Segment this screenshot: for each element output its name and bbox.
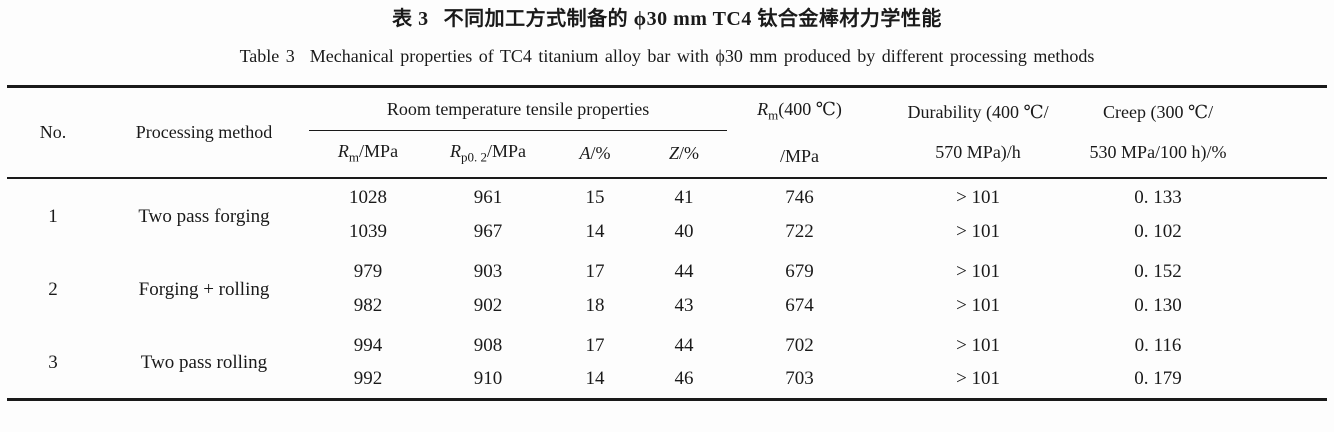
cell-creep: 0. 116 [1134,334,1182,356]
cell-z: 40 [674,220,694,242]
col-header-creep-line2: 530 MPa/100 h)/% [1089,142,1227,163]
cell-z: 44 [674,334,694,356]
cell-rm400: 722 [785,220,814,242]
cell-rm400: 746 [785,187,814,208]
cell-z: 43 [674,294,694,316]
cell-rm: 1039 [349,220,387,242]
cell-durability: > 101 [956,334,1001,356]
cell-a: 14 [585,367,605,389]
table-row: 2 Forging + rolling 979 903 17 44 679 > 101 0. 1… [7,252,1327,301]
cell-z: 41 [674,187,694,208]
col-group-room-temp: Room temperature tensile properties [309,86,728,131]
table-title-zh: 表 3 不同加工方式制备的 ϕ30 mm TC4 钛合金棒材力学性能 [0,0,1334,31]
cell-a: 14 [585,220,605,242]
table-row: 982 902 18 43 674 > 101 0. 130 [7,289,1327,326]
table-row: 3 Two pass rolling 994 908 17 44 702 > 101 0. 11… [7,326,1327,374]
cell-rm: 1028 [349,187,387,208]
cell-rp02: 903 [473,260,503,282]
table-row: 1039 967 14 40 722 > 101 0. 102 [7,215,1327,252]
cell-a: 18 [585,294,605,316]
row-number: 2 [48,279,58,300]
cell-rm: 979 [353,260,383,282]
table-row: 1 Two pass forging 1028 961 15 41 746 > 101 0. 1… [7,178,1327,227]
cell-rp02: 967 [473,220,503,242]
table-title-en: Table 3 Mechanical properties of TC4 tita… [0,44,1334,68]
cell-rp02: 910 [473,367,503,389]
col-header-durability-line1: Durability (400 ℃/ [907,102,1049,123]
cell-creep: 0. 102 [1134,220,1182,242]
cell-rp02: 902 [473,294,503,316]
col-header-no: No. [39,121,67,142]
cell-durability: > 101 [956,260,1001,282]
table-title-zh-text: 不同加工方式制备的 ϕ30 mm TC4 钛合金棒材力学性能 [443,8,942,30]
table-title-en-label: Table 3 [239,46,295,66]
table-row: 992 910 14 46 703 > 101 0. 179 [7,363,1327,400]
table-body: 1 Two pass forging 1028 961 15 41 746 > 101 0. 1… [7,178,1327,400]
cell-durability: > 101 [956,187,1001,208]
row-number: 1 [48,205,58,227]
cell-durability: > 101 [956,220,1001,242]
col-header-rm400-line1: Rm(400 ℃) [757,98,842,123]
col-header-durability: Durability (400 ℃/ 570 MPa)/h [872,87,1084,178]
col-header-z: Z/% [669,143,700,164]
col-header-creep: Creep (300 ℃/ 530 MPa/100 h)/% [1084,87,1327,178]
table-header: No. Processing method Room temperature t… [7,86,1328,178]
cell-rm: 982 [353,294,383,316]
col-header-durability-line2: 570 MPa)/h [935,142,1021,163]
cell-a: 15 [585,187,605,208]
cell-rp02: 908 [473,334,503,356]
cell-rm400: 702 [785,334,814,356]
row-number: 3 [48,352,58,374]
col-header-rp02: Rp0. 2/MPa [449,141,526,166]
col-header-rm400-line2: /MPa [780,145,820,166]
cell-rp02: 961 [473,187,503,208]
cell-creep: 0. 130 [1134,294,1182,316]
cell-rm: 994 [353,334,383,356]
properties-table: No. Processing method Room temperature t… [7,85,1328,401]
col-header-a: A/% [579,143,611,164]
cell-creep: 0. 133 [1134,187,1182,208]
processing-method: Two pass forging [138,205,270,227]
cell-creep: 0. 179 [1134,367,1182,389]
processing-method: Two pass rolling [140,352,268,374]
table-title-zh-label: 表 3 [392,8,429,30]
cell-rm400: 703 [785,367,814,389]
cell-z: 46 [674,367,694,389]
table-title-en-text: Mechanical properties of TC4 titanium al… [309,46,1095,66]
col-header-creep-line1: Creep (300 ℃/ [1102,102,1214,123]
cell-rm: 992 [353,367,383,389]
processing-method: Forging + rolling [138,279,270,300]
col-header-method: Processing method [135,121,273,142]
cell-creep: 0. 152 [1134,260,1182,282]
col-header-rm400: Rm(400 ℃) /MPa [727,87,872,178]
cell-a: 17 [585,334,605,356]
cell-rm400: 679 [785,260,814,282]
cell-z: 44 [674,260,694,282]
cell-rm400: 674 [785,294,814,316]
cell-durability: > 101 [956,367,1001,389]
cell-a: 17 [585,260,605,282]
col-header-rm: Rm/MPa [337,141,399,166]
cell-durability: > 101 [956,294,1001,316]
